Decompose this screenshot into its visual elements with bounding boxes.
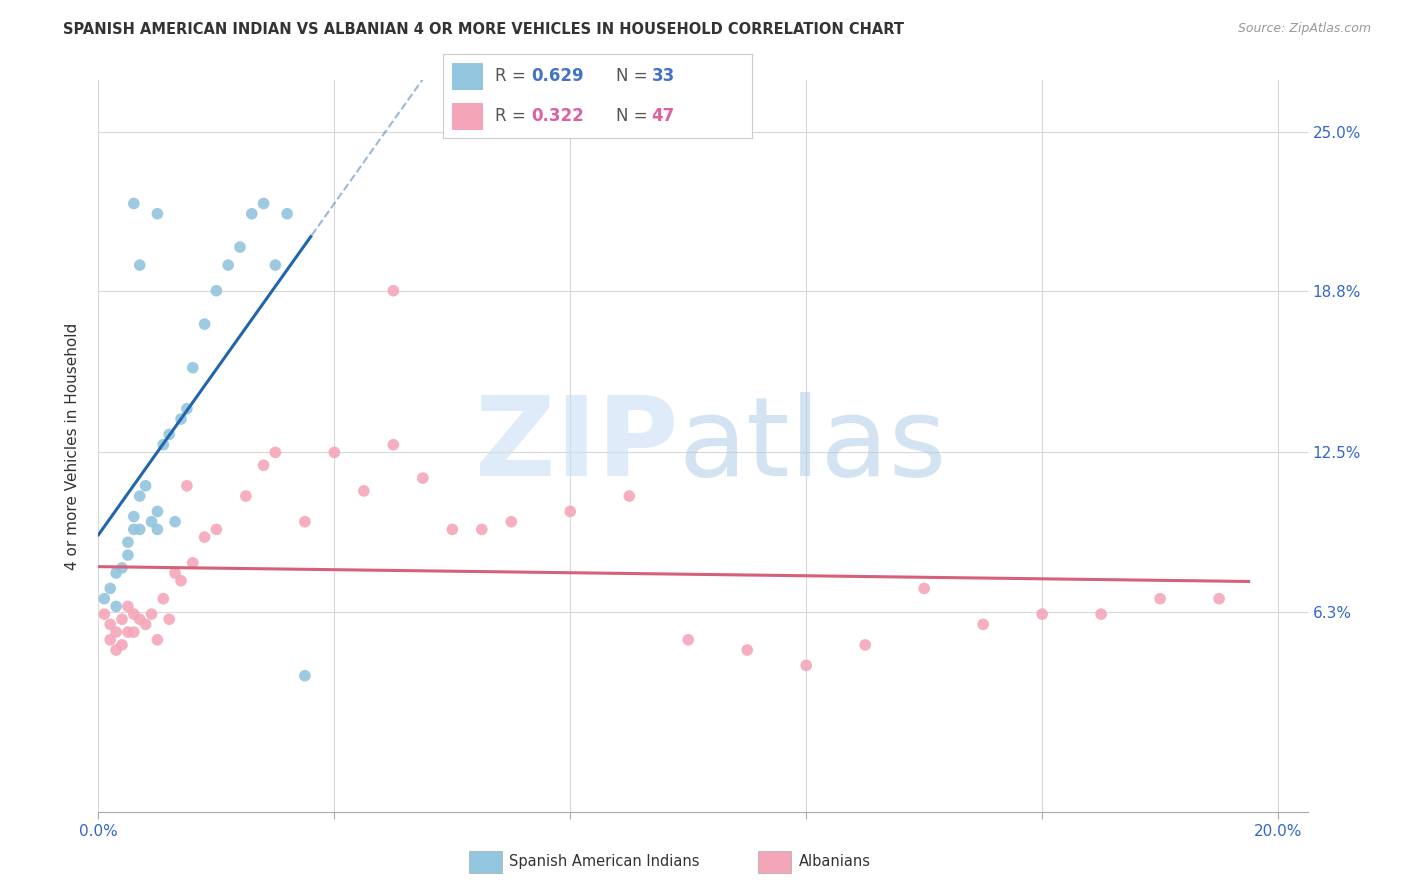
Point [229,240,252,254]
Point [122,523,145,537]
Point [157,427,180,442]
Y-axis label: 4 or more Vehicles in Household: 4 or more Vehicles in Household [65,322,80,570]
Text: ZIP: ZIP [475,392,679,500]
Point [294,515,316,529]
Text: atlas: atlas [679,392,948,500]
FancyBboxPatch shape [453,62,484,90]
Text: Spanish American Indians: Spanish American Indians [509,855,700,869]
FancyBboxPatch shape [453,103,484,130]
Point [105,625,128,640]
Point [235,489,257,503]
Point [560,504,582,518]
Point [117,535,139,549]
Point [217,258,239,272]
Point [912,582,935,596]
Point [1208,591,1230,606]
Point [98,617,121,632]
Point [98,582,121,596]
Point [1090,607,1112,621]
Point [98,632,121,647]
Point [141,607,163,621]
Point [170,412,193,426]
Point [323,445,346,459]
Point [117,599,139,614]
Point [146,523,169,537]
Point [157,612,180,626]
FancyBboxPatch shape [758,851,790,872]
Point [176,479,198,493]
Point [264,445,287,459]
Point [128,523,150,537]
Text: Albanians: Albanians [799,855,870,869]
Point [619,489,641,503]
Point [972,617,994,632]
Point [122,196,145,211]
Text: R =: R = [495,107,531,125]
Point [294,669,316,683]
Point [117,548,139,562]
Point [170,574,193,588]
Point [1149,591,1171,606]
Point [93,607,115,621]
Point [794,658,817,673]
Point [122,607,145,621]
Point [194,530,217,544]
Point [181,360,204,375]
Text: 0.629: 0.629 [531,68,583,86]
Point [382,438,405,452]
Point [111,638,134,652]
Point [135,479,157,493]
Text: SPANISH AMERICAN INDIAN VS ALBANIAN 4 OR MORE VEHICLES IN HOUSEHOLD CORRELATION : SPANISH AMERICAN INDIAN VS ALBANIAN 4 OR… [63,22,904,37]
Point [122,509,145,524]
Point [735,643,758,657]
Point [111,561,134,575]
Point [471,523,494,537]
Point [93,591,115,606]
Point [128,489,150,503]
Point [105,643,128,657]
Point [122,625,145,640]
Text: 47: 47 [652,107,675,125]
Text: 33: 33 [652,68,675,86]
Point [276,207,298,221]
Point [165,515,187,529]
FancyBboxPatch shape [470,851,502,872]
Point [412,471,434,485]
Point [165,566,187,580]
Point [441,523,464,537]
Point [353,483,375,498]
Point [135,617,157,632]
Text: R =: R = [495,68,531,86]
Point [382,284,405,298]
Point [152,438,174,452]
Point [141,515,163,529]
Point [252,196,274,211]
Point [105,599,128,614]
Point [1031,607,1053,621]
Point [176,401,198,416]
Point [205,523,228,537]
Point [194,317,217,331]
Point [146,632,169,647]
Point [240,207,263,221]
Text: N =: N = [616,107,652,125]
Point [128,258,150,272]
Point [146,504,169,518]
Point [501,515,523,529]
Text: 0.322: 0.322 [531,107,583,125]
Point [853,638,876,652]
Point [678,632,700,647]
Point [152,591,174,606]
Point [146,207,169,221]
Point [264,258,287,272]
Text: N =: N = [616,68,652,86]
Point [117,625,139,640]
Point [252,458,274,473]
Text: Source: ZipAtlas.com: Source: ZipAtlas.com [1237,22,1371,36]
Point [111,612,134,626]
Point [105,566,128,580]
Point [205,284,228,298]
Point [128,612,150,626]
Point [181,556,204,570]
